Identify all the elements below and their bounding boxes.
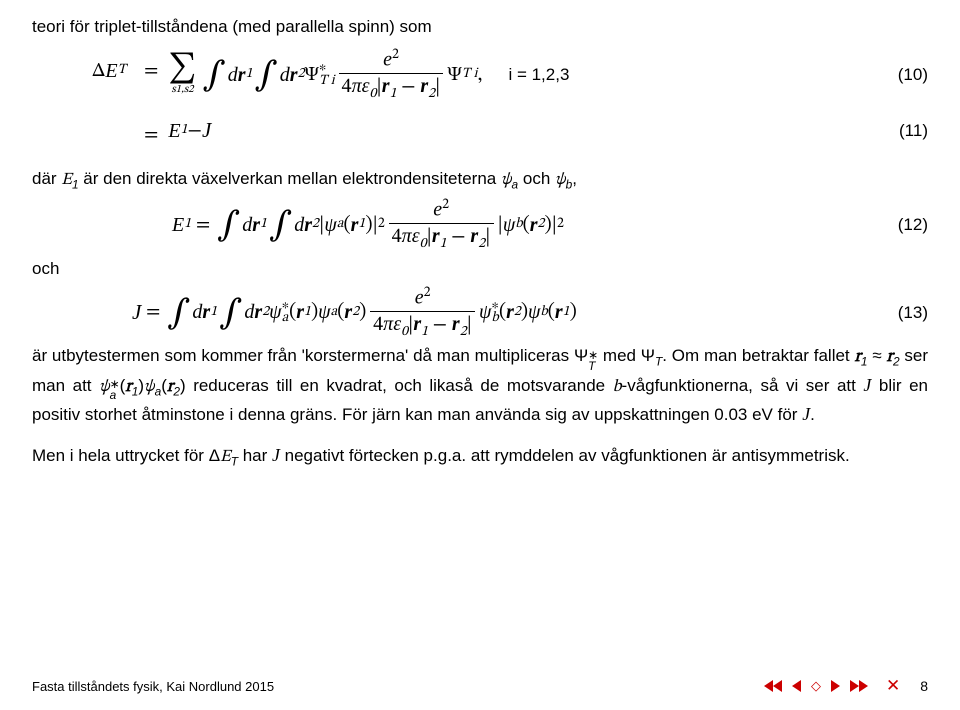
eqnum-10: (10) [878,54,928,96]
equation-10-11: ΔET = = ∑s1,s2 ∫dr1 ∫dr2 Ψ∗T i e2 4πε0|r… [32,50,928,156]
nav-last-icon[interactable] [850,680,868,692]
paragraph-och: och [32,256,928,282]
eqnum-12: (12) [878,212,928,238]
nav-next-icon[interactable] [831,680,840,692]
equation-12: E1 = ∫dr1 ∫dr2 |ψa(r1)|2 e2 4πε0|r1 − r2… [32,204,928,246]
paragraph-4: är utbytestermen som kommer från 'korste… [32,343,928,427]
nav-close-icon[interactable]: ✕ [886,676,900,696]
paragraph-5: Men i hela uttrycket för ΔET har J negat… [32,442,928,471]
nav-controls: ◇ ✕ 8 [764,676,928,696]
paragraph-2: där E1 är den direkta växelverkan mellan… [32,166,928,194]
footer: Fasta tillståndets fysik, Kai Nordlund 2… [32,676,928,696]
equation-13: J = ∫dr1 ∫dr2 ψ∗a(r1)ψa(r2) e2 4πε0|r1 −… [32,291,928,333]
eqnum-11: (11) [878,110,928,152]
paragraph-intro: teori för triplet-tillståndena (med para… [32,14,928,40]
nav-diamond-icon[interactable]: ◇ [811,678,821,694]
eqnum-13: (13) [878,300,928,326]
nav-first-icon[interactable] [764,680,782,692]
page-number: 8 [920,678,928,694]
nav-prev-icon[interactable] [792,680,801,692]
footer-text: Fasta tillståndets fysik, Kai Nordlund 2… [32,679,274,694]
eq10-range: i = 1,2,3 [508,62,569,88]
